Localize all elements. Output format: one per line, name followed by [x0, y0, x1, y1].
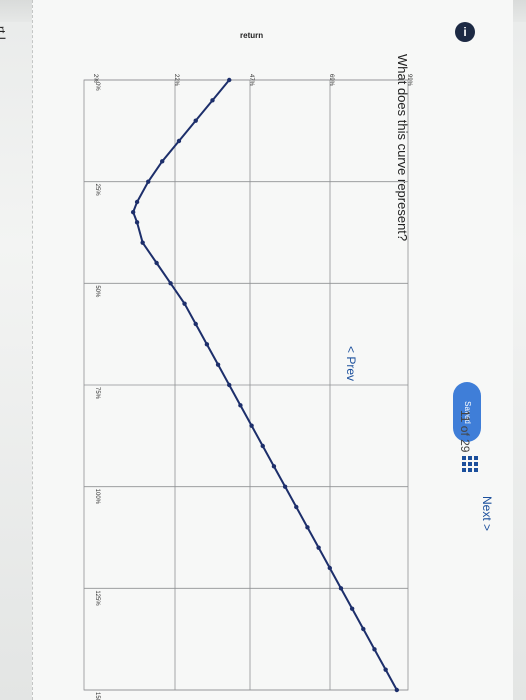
question-panel: [32, 0, 513, 700]
chart-point: [160, 159, 165, 164]
chart-point: [338, 586, 344, 591]
chart-point: [193, 118, 198, 123]
chart-ticks: 2% 22% 47% 69% 99% 0% 25% 50% 75% 100% 125% 150%: [92, 74, 412, 700]
chart-point: [227, 382, 232, 388]
chart-point: [383, 667, 388, 672]
chart-point: [238, 403, 243, 408]
chart-ylabel: return: [240, 31, 263, 40]
info-icon-glyph: i: [463, 25, 467, 39]
chart-point: [134, 220, 140, 225]
x-tick-label: 75%: [94, 387, 100, 400]
info-icon[interactable]: i: [455, 22, 475, 42]
x-tick-label: 125%: [94, 590, 100, 606]
grid-icon[interactable]: [462, 456, 478, 472]
chart-point: [176, 138, 182, 144]
y-tick-label: 22%: [173, 74, 179, 87]
chart-point: [372, 647, 377, 652]
chart-point: [349, 606, 355, 611]
chart-line: [132, 79, 398, 691]
chart-point: [282, 484, 288, 489]
chart-point: [204, 342, 210, 347]
chart-points: [130, 77, 400, 693]
x-tick-label: 25%: [94, 184, 100, 197]
chart-point: [134, 199, 140, 205]
chart-point: [182, 301, 187, 306]
chart-point: [227, 77, 232, 83]
chart-point: [271, 464, 277, 469]
chart-point: [260, 443, 265, 449]
chart-point: [130, 209, 136, 215]
chart-grid: [83, 79, 409, 691]
chart-point: [327, 565, 332, 571]
saved-badge: Saved: [453, 382, 481, 442]
chart-point: [394, 687, 400, 693]
chart-point: [305, 525, 310, 530]
y-tick-label: 47%: [248, 74, 254, 87]
chart-point: [294, 504, 299, 510]
chart-point: [210, 98, 215, 103]
chart-point: [168, 281, 173, 286]
x-tick-label: 50%: [94, 285, 100, 298]
x-tick-label: 0%: [94, 82, 100, 91]
y-tick-label: 69%: [328, 74, 334, 87]
chart-point: [140, 240, 145, 245]
x-tick-label: 100%: [94, 489, 100, 505]
chart-point: [215, 362, 221, 367]
chart-point: [146, 179, 151, 184]
chart-point: [361, 626, 366, 632]
chart-point: [193, 321, 198, 327]
chart-point: [249, 423, 254, 428]
chart-point: [154, 260, 159, 266]
y-tick-label: 99%: [406, 74, 412, 87]
x-tick-label: 150%: [94, 692, 100, 700]
chart-point: [316, 545, 321, 550]
y-tick-label: 2%: [92, 74, 98, 83]
